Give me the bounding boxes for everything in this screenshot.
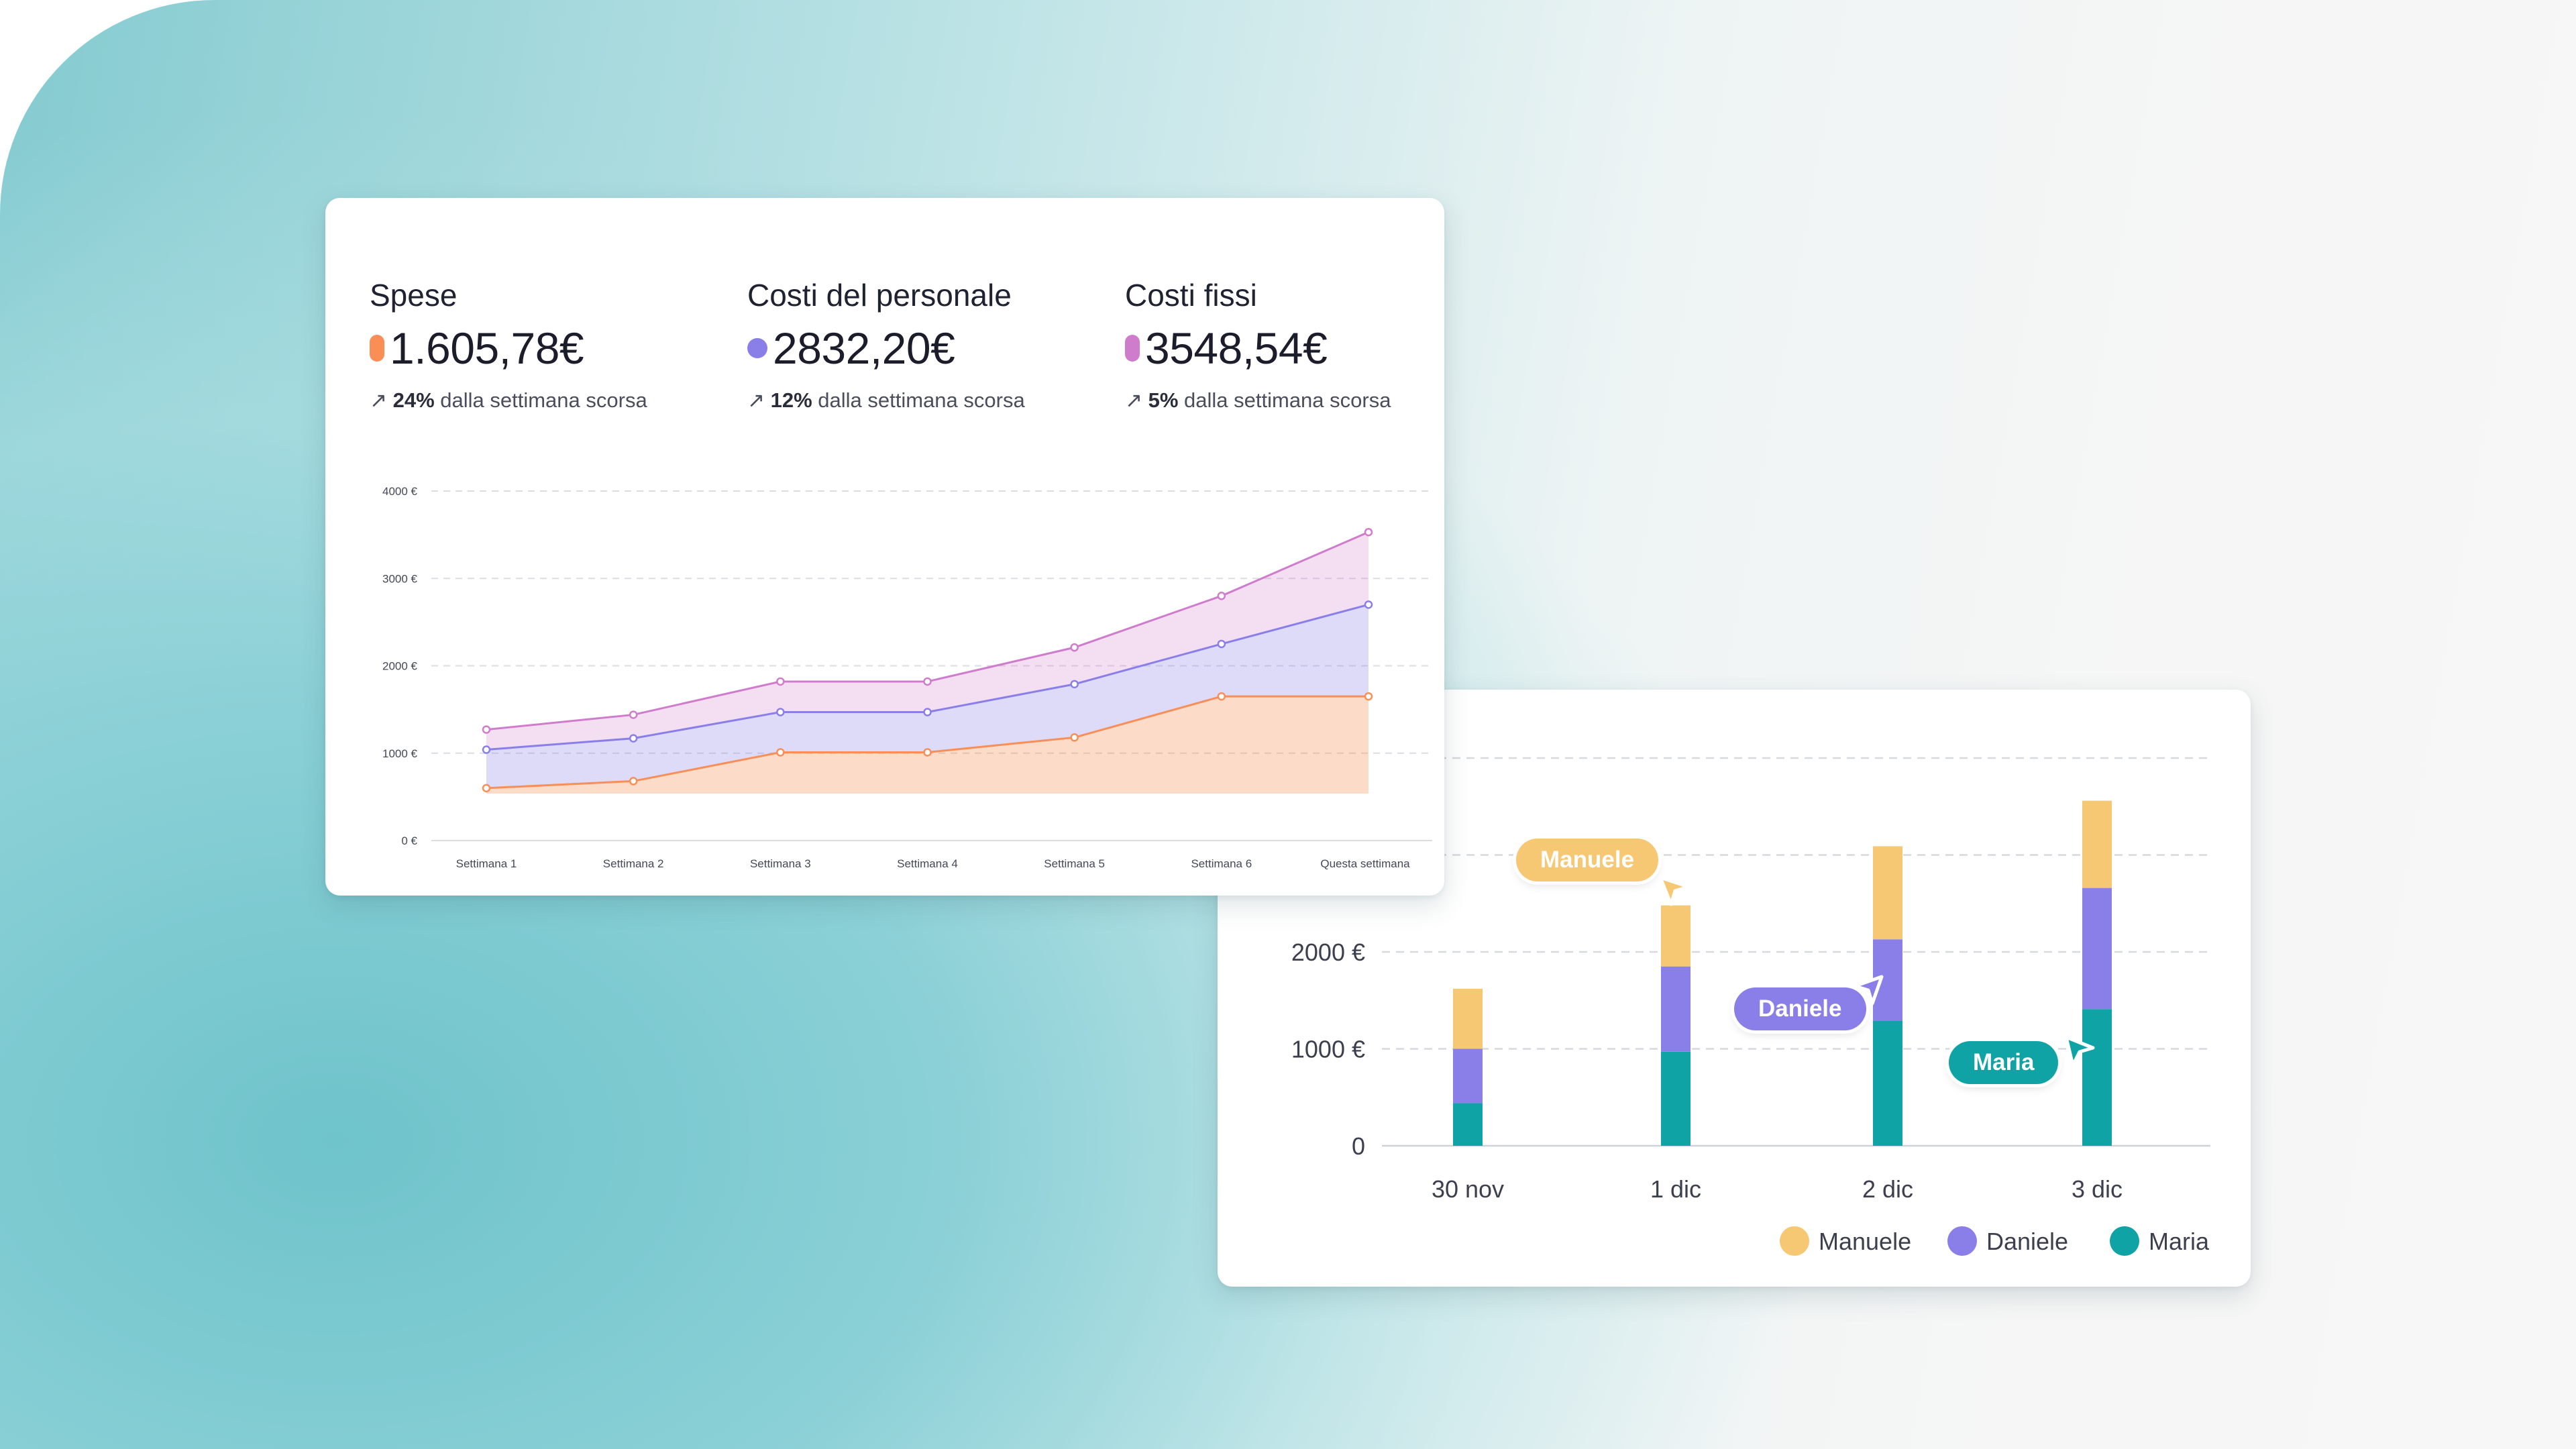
kpi-value: 3548,54€ bbox=[1145, 323, 1328, 373]
kpi-change-note: dalla settimana scorsa bbox=[812, 388, 1025, 412]
legend-swatch-spese bbox=[370, 335, 384, 362]
y-tick-label: 3000 € bbox=[382, 572, 418, 585]
y-tick-label: 1000 € bbox=[382, 747, 418, 760]
x-tick-label: 30 nov bbox=[1432, 1175, 1504, 1203]
trend-up-icon: ↗ bbox=[1125, 388, 1142, 412]
data-point-fissi bbox=[1217, 592, 1226, 600]
y-tick-label: 0 bbox=[1352, 1132, 1365, 1160]
kpi-label: Costi fissi bbox=[1125, 278, 1257, 313]
stacked-area-chart: 0 € 1000 € 2000 € 3000 € 4000 € Settimana 1 Se… bbox=[382, 485, 1432, 870]
y-tick-label: 0 € bbox=[401, 835, 417, 847]
x-tick-label: 1 dic bbox=[1650, 1175, 1701, 1203]
data-point-spese bbox=[1070, 733, 1079, 742]
kpi-spese: Spese 1.605,78€ ↗ 24% dalla settimana sc… bbox=[370, 277, 647, 413]
expenses-summary-card: Spese 1.605,78€ ↗ 24% dalla settimana sc… bbox=[325, 198, 1444, 896]
bar-segment-maria bbox=[1873, 1020, 1902, 1146]
kpi-change: ↗ 12% dalla settimana scorsa bbox=[747, 388, 1025, 413]
cursor-daniele-icon bbox=[1853, 975, 1884, 1006]
area-fill-personale bbox=[486, 604, 1368, 788]
callout-maria: Maria bbox=[1949, 1041, 2059, 1084]
data-point-fissi bbox=[776, 677, 785, 686]
x-tick-label: Settimana 5 bbox=[1044, 857, 1105, 870]
legend-swatch-personale bbox=[747, 338, 767, 358]
kpi-value: 2832,20€ bbox=[773, 323, 955, 373]
data-point-personale bbox=[923, 708, 932, 716]
data-point-spese bbox=[776, 748, 785, 757]
kpi-change-pct: 5% bbox=[1148, 388, 1179, 412]
x-tick-label: Settimana 6 bbox=[1191, 857, 1252, 870]
x-tick-label: 2 dic bbox=[1862, 1175, 1913, 1203]
kpi-change: ↗ 5% dalla settimana scorsa bbox=[1125, 388, 1391, 413]
data-point-spese bbox=[1217, 692, 1226, 701]
data-point-fissi bbox=[482, 725, 491, 734]
data-point-spese bbox=[923, 748, 932, 757]
data-point-personale bbox=[1217, 639, 1226, 649]
x-tick-label: Settimana 4 bbox=[897, 857, 958, 870]
kpi-value: 1.605,78€ bbox=[390, 323, 584, 373]
cursor-manuele-icon bbox=[1658, 875, 1690, 906]
bar-segment-manuele bbox=[1453, 988, 1483, 1049]
legend-dot-manuele bbox=[1780, 1226, 1809, 1256]
data-point-spese bbox=[1364, 692, 1373, 701]
x-tick-label: Questa settimana bbox=[1320, 857, 1410, 870]
x-tick-label: Settimana 3 bbox=[750, 857, 811, 870]
kpi-change-note: dalla settimana scorsa bbox=[434, 388, 647, 412]
legend-label-maria: Maria bbox=[2149, 1228, 2210, 1255]
data-point-fissi bbox=[923, 677, 932, 686]
data-point-personale bbox=[776, 708, 785, 716]
bar-segment-maria bbox=[1453, 1103, 1483, 1146]
data-point-personale bbox=[482, 745, 491, 754]
bar-segment-maria bbox=[1661, 1051, 1690, 1146]
data-point-personale bbox=[629, 734, 638, 743]
stacked-bar-chart: 0 1000 € 2000 € 30 nov 1 dic 2 dic 3 dic Manuel… bbox=[1291, 757, 2210, 1256]
data-point-spese bbox=[629, 777, 638, 786]
kpi-label: Costi del personale bbox=[747, 278, 1012, 313]
trend-up-icon: ↗ bbox=[747, 388, 765, 412]
x-tick-label: Settimana 2 bbox=[603, 857, 664, 870]
y-tick-label: 2000 € bbox=[382, 660, 418, 673]
data-point-fissi bbox=[1070, 643, 1079, 652]
bar-segment-manuele bbox=[1873, 846, 1902, 940]
kpi-change-note: dalla settimana scorsa bbox=[1178, 388, 1391, 412]
bar-segment-maria bbox=[2082, 1009, 2112, 1146]
data-point-personale bbox=[1070, 680, 1079, 689]
callout-daniele: Daniele bbox=[1734, 987, 1866, 1030]
kpi-change: ↗ 24% dalla settimana scorsa bbox=[370, 388, 647, 413]
area-fill-spese bbox=[486, 696, 1368, 794]
bar-segment-manuele bbox=[2082, 800, 2112, 888]
bar-segment-manuele bbox=[1661, 905, 1690, 967]
data-point-spese bbox=[482, 784, 491, 793]
kpi-label: Spese bbox=[370, 278, 458, 313]
cursor-maria-icon bbox=[2064, 1035, 2095, 1067]
y-tick-label: 2000 € bbox=[1291, 938, 1365, 966]
legend-dot-daniele bbox=[1947, 1226, 1977, 1256]
bar-segment-daniele bbox=[1453, 1049, 1483, 1104]
kpi-change-pct: 12% bbox=[770, 388, 812, 412]
bar-segment-daniele bbox=[2082, 888, 2112, 1010]
y-tick-label: 4000 € bbox=[382, 485, 418, 498]
area-fill-fissi bbox=[486, 532, 1368, 750]
data-point-fissi bbox=[1364, 527, 1373, 537]
x-tick-label: 3 dic bbox=[2072, 1175, 2123, 1203]
kpi-change-pct: 24% bbox=[392, 388, 435, 412]
legend-label-manuele: Manuele bbox=[1819, 1228, 1911, 1255]
legend-dot-maria bbox=[2110, 1226, 2139, 1256]
x-tick-label: Settimana 1 bbox=[456, 857, 517, 870]
data-point-fissi bbox=[629, 710, 638, 719]
legend-swatch-fissi bbox=[1125, 335, 1140, 362]
bar-segment-daniele bbox=[1661, 966, 1690, 1052]
kpi-costi-fissi: Costi fissi 3548,54€ ↗ 5% dalla settiman… bbox=[1125, 277, 1391, 413]
trend-up-icon: ↗ bbox=[370, 388, 387, 412]
legend-label-daniele: Daniele bbox=[1986, 1228, 2068, 1255]
callout-manuele: Manuele bbox=[1516, 839, 1659, 881]
kpi-costi-personale: Costi del personale 2832,20€ ↗ 12% dalla… bbox=[747, 277, 1025, 413]
y-tick-label: 1000 € bbox=[1291, 1036, 1365, 1063]
data-point-personale bbox=[1364, 600, 1373, 609]
